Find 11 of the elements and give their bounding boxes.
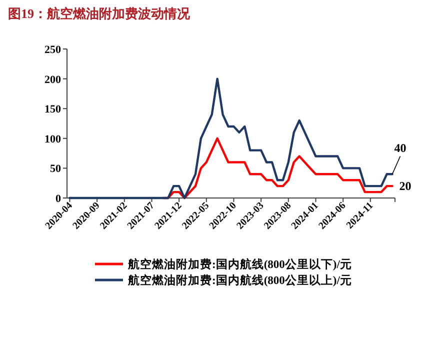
data-label: 20 <box>399 179 412 194</box>
chart-title: 图19：航空燃油附加费波动情况 <box>8 6 191 21</box>
data-label: 40 <box>394 141 406 156</box>
y-tick-label: 0 <box>56 193 62 205</box>
y-tick-label: 50 <box>50 163 62 176</box>
y-tick-label: 250 <box>44 44 62 56</box>
y-tick-label: 100 <box>44 133 62 146</box>
y-tick-label: 200 <box>44 74 62 86</box>
y-tick-label: 150 <box>44 104 62 116</box>
legend-label: 航空燃油附加费:国内航线(800公里以上)/元 <box>127 273 352 287</box>
legend-label: 航空燃油附加费:国内航线(800公里以下)/元 <box>127 257 352 271</box>
